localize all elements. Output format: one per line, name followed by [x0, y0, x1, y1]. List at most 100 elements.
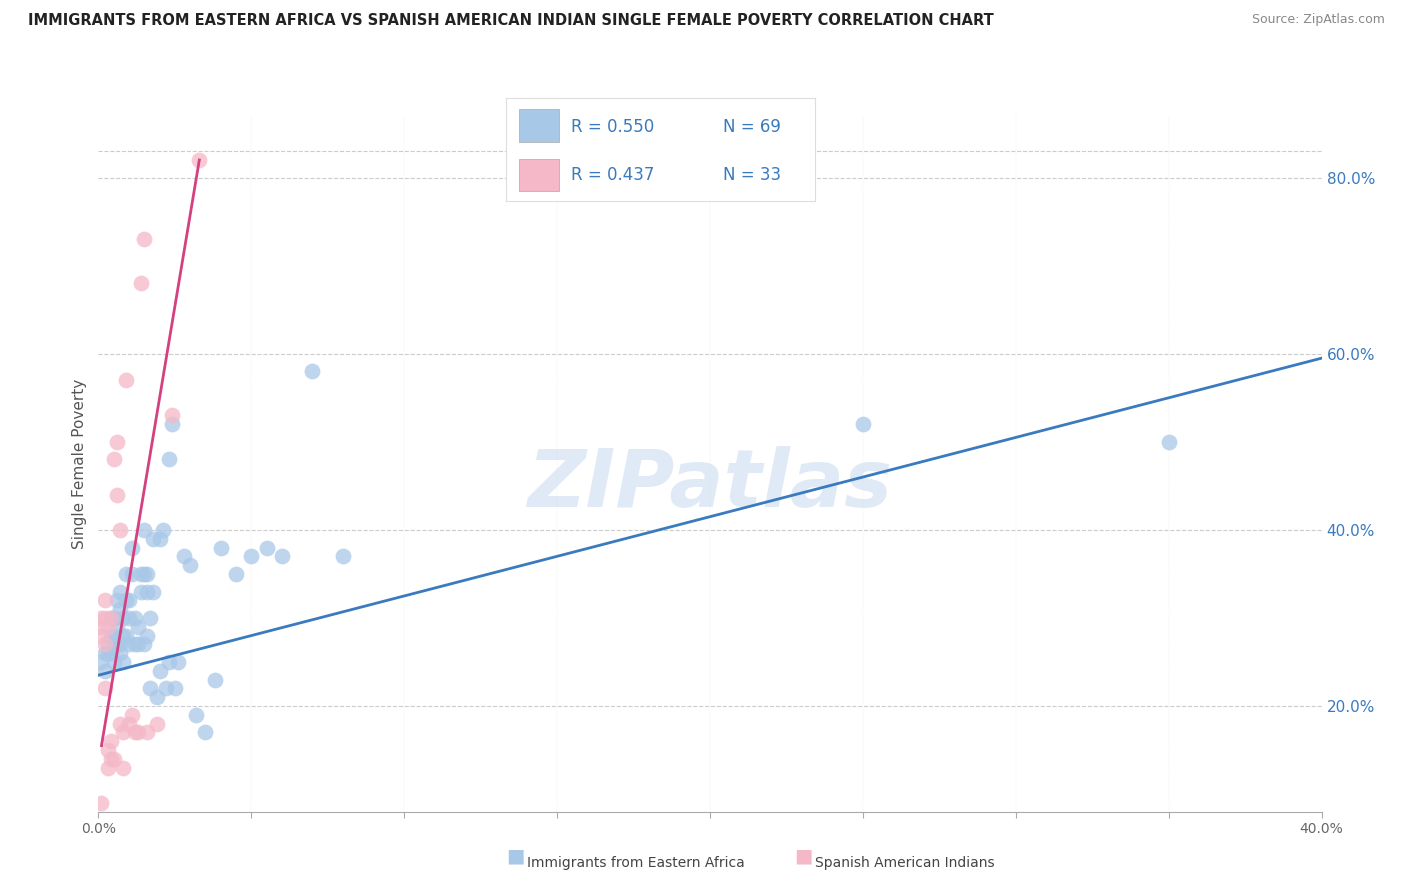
Point [93, 681, 115, 696]
Point [149, 664, 172, 678]
Point [240, 549, 263, 564]
Point [100, 752, 122, 766]
Point [209, 541, 232, 555]
Point [115, 373, 138, 387]
Point [134, 232, 156, 246]
Point [93, 611, 115, 625]
Point [111, 655, 134, 669]
Point [115, 629, 138, 643]
Point [163, 681, 186, 696]
Point [100, 611, 122, 625]
Point [105, 434, 128, 449]
Point [136, 566, 159, 581]
Point [134, 566, 156, 581]
Text: IMMIGRANTS FROM EASTERN AFRICA VS SPANISH AMERICAN INDIAN SINGLE FEMALE POVERTY : IMMIGRANTS FROM EASTERN AFRICA VS SPANIS… [28, 13, 994, 29]
Point [90, 655, 112, 669]
Point [93, 593, 115, 607]
Point [90, 796, 112, 810]
Point [108, 716, 131, 731]
Point [100, 734, 122, 748]
Point [134, 523, 156, 537]
Bar [519, 159, 558, 192]
Point [103, 611, 125, 625]
Point [167, 655, 190, 669]
Point [103, 629, 125, 643]
Point [103, 655, 125, 669]
Point [111, 761, 134, 775]
Point [111, 611, 134, 625]
Point [90, 620, 112, 634]
Point [108, 602, 131, 616]
Point [93, 637, 115, 651]
Point [97, 761, 120, 775]
Point [301, 364, 323, 378]
Point [105, 637, 128, 651]
Point [136, 584, 159, 599]
Point [179, 558, 201, 573]
Point [157, 452, 180, 467]
Point [121, 566, 143, 581]
Y-axis label: Single Female Poverty: Single Female Poverty [72, 379, 87, 549]
Bar [519, 110, 558, 142]
Point [97, 743, 120, 757]
Point [118, 593, 141, 607]
Point [118, 637, 141, 651]
Text: ■: ■ [506, 847, 524, 865]
Text: N = 33: N = 33 [723, 166, 780, 184]
Point [108, 523, 131, 537]
Point [121, 541, 143, 555]
Point [139, 611, 162, 625]
Text: R = 0.550: R = 0.550 [571, 118, 654, 136]
Point [103, 752, 125, 766]
Point [93, 646, 115, 660]
Point [115, 593, 138, 607]
Text: ■: ■ [794, 847, 813, 865]
Point [157, 655, 180, 669]
Point [127, 620, 149, 634]
Point [90, 611, 112, 625]
Point [852, 417, 875, 432]
Text: ZIPatlas: ZIPatlas [527, 446, 893, 524]
Point [97, 620, 120, 634]
Point [332, 549, 354, 564]
Point [142, 532, 165, 546]
Point [100, 629, 122, 643]
Text: R = 0.437: R = 0.437 [571, 166, 654, 184]
Point [100, 611, 122, 625]
Point [97, 646, 120, 660]
Point [124, 611, 146, 625]
Point [173, 549, 195, 564]
Point [186, 707, 208, 722]
Point [1157, 434, 1180, 449]
Point [118, 716, 141, 731]
Point [129, 277, 152, 291]
Point [136, 725, 159, 739]
Point [270, 549, 292, 564]
Point [108, 646, 131, 660]
Point [105, 620, 128, 634]
Point [136, 629, 159, 643]
Point [90, 629, 112, 643]
Point [129, 584, 152, 599]
Point [93, 664, 115, 678]
Point [152, 523, 174, 537]
Point [129, 566, 152, 581]
Point [124, 637, 146, 651]
Point [134, 637, 156, 651]
Point [115, 566, 138, 581]
Point [155, 681, 177, 696]
Text: N = 69: N = 69 [723, 118, 780, 136]
Point [139, 681, 162, 696]
Point [204, 673, 226, 687]
Point [127, 637, 149, 651]
Point [103, 452, 125, 467]
Point [145, 716, 167, 731]
Point [127, 725, 149, 739]
Point [194, 725, 217, 739]
Point [111, 629, 134, 643]
Point [108, 637, 131, 651]
Point [160, 409, 183, 423]
Point [160, 417, 183, 432]
Point [145, 690, 167, 705]
Point [100, 646, 122, 660]
